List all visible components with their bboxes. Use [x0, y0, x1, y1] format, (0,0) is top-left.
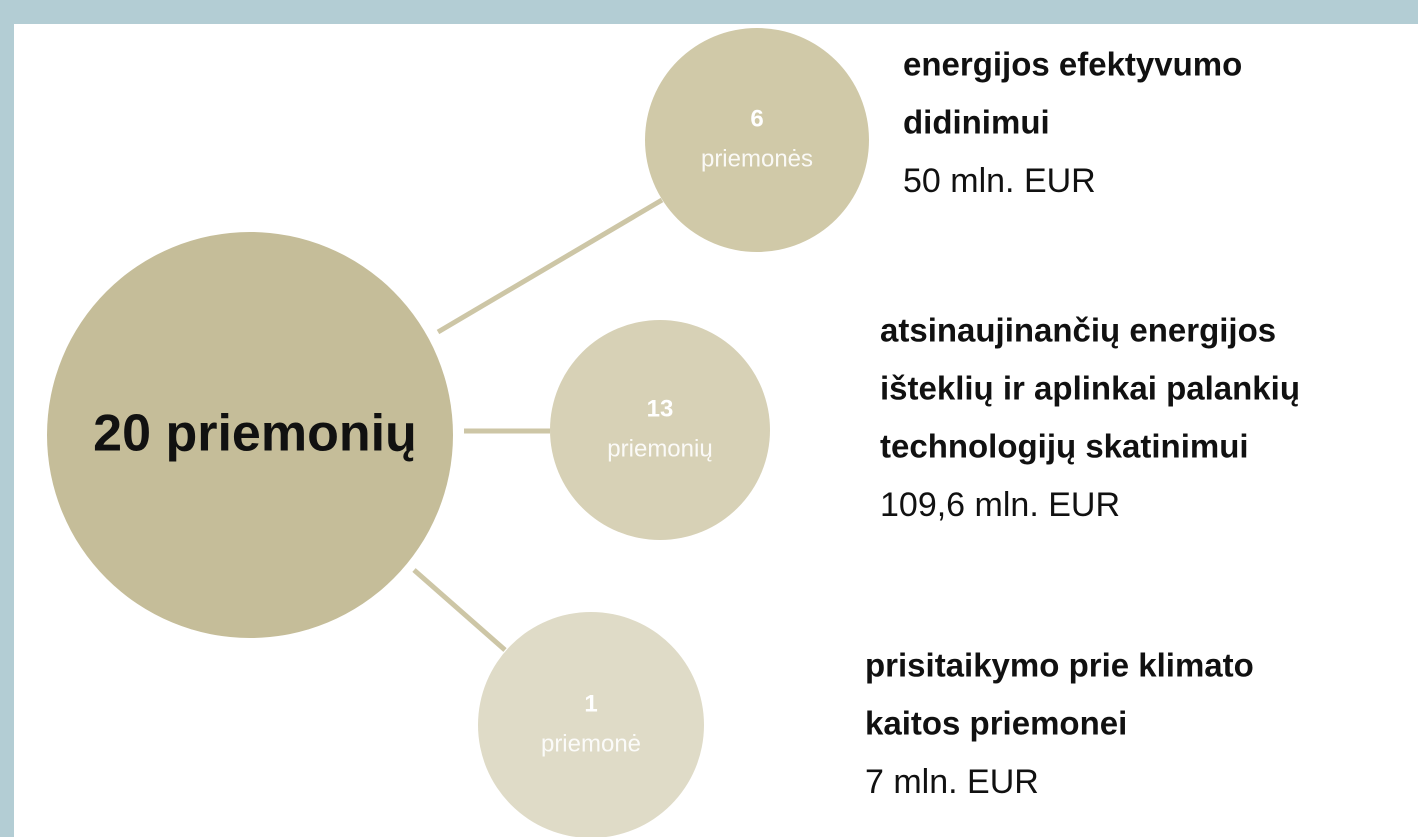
node-title: energijos efektyvumo: [903, 46, 1242, 83]
connector: [412, 568, 507, 652]
node-amount: 50 mln. EUR: [903, 162, 1096, 200]
node-count: 13: [647, 395, 674, 422]
node-title: atsinaujinančių energijos: [880, 312, 1276, 349]
node-title: išteklių ir aplinkai palankių: [880, 370, 1300, 407]
node-count: 6: [750, 105, 763, 132]
node-title: prisitaikymo prie klimato: [865, 647, 1254, 684]
node-unit: priemonių: [607, 435, 712, 462]
node-circle: [645, 28, 869, 252]
node-count: 1: [584, 690, 597, 717]
node-amount: 109,6 mln. EUR: [880, 486, 1120, 524]
center-label: 20 priemonių: [93, 405, 417, 463]
connector: [436, 197, 664, 335]
node-circle: [550, 320, 770, 540]
node-title: technologijų skatinimui: [880, 428, 1249, 465]
center-circle: [47, 232, 453, 638]
node-unit: priemonės: [701, 145, 813, 172]
node-amount: 7 mln. EUR: [865, 763, 1039, 801]
node-unit: priemonė: [541, 730, 641, 757]
node-title: kaitos priemonei: [865, 705, 1127, 742]
node-circle: [478, 612, 704, 837]
node-title: didinimui: [903, 104, 1050, 141]
